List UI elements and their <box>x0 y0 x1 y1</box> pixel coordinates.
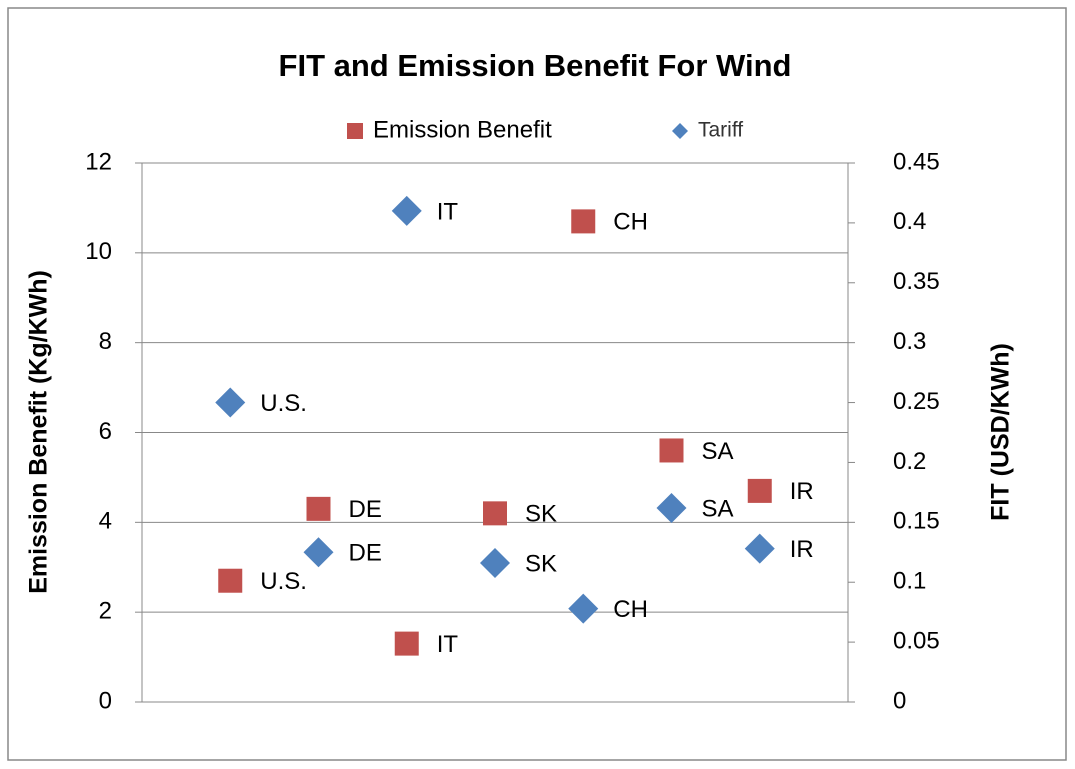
point-label: IR <box>790 478 814 505</box>
legend-marker <box>672 123 688 139</box>
point <box>215 387 246 418</box>
point-label: IR <box>790 536 814 563</box>
point <box>391 195 422 226</box>
point-label: U.S. <box>260 390 307 417</box>
point <box>303 537 334 568</box>
point-label: CH <box>613 596 648 623</box>
point-label: IT <box>437 631 459 658</box>
y2-tick-label: 0 <box>893 687 906 714</box>
point-label: SK <box>525 550 557 577</box>
point <box>483 501 507 526</box>
point <box>480 548 510 579</box>
point <box>571 209 596 234</box>
y-tick-label: 4 <box>99 508 112 535</box>
y2-tick-label: 0.45 <box>893 148 940 175</box>
point <box>656 492 687 523</box>
point-label: SK <box>525 501 557 528</box>
y2-tick-label: 0.15 <box>893 508 940 535</box>
y-tick-label: 6 <box>99 418 112 445</box>
y-tick-label: 12 <box>85 148 112 175</box>
point-label: DE <box>349 540 382 567</box>
point-label: U.S. <box>260 568 307 595</box>
point-label: DE <box>349 496 382 523</box>
y2-tick-label: 0.2 <box>893 448 926 475</box>
point <box>659 438 684 463</box>
point-label: IT <box>437 198 459 225</box>
point <box>218 568 243 593</box>
point <box>744 533 775 564</box>
y2-tick-label: 0.35 <box>893 268 940 295</box>
y-tick-label: 10 <box>85 238 112 265</box>
point-label: SA <box>702 438 734 465</box>
legend-label: Tariff <box>698 119 743 142</box>
point-label: SA <box>702 495 734 522</box>
legend-label: Emission Benefit <box>373 116 552 143</box>
y-tick-label: 8 <box>99 328 112 355</box>
y2-tick-label: 0.1 <box>893 568 926 595</box>
chart-title: FIT and Emission Benefit For Wind <box>279 48 792 83</box>
point <box>568 593 599 624</box>
chart-border <box>7 7 1067 761</box>
y2-tick-label: 0.3 <box>893 328 926 355</box>
legend-marker <box>347 123 363 139</box>
y2-tick-label: 0.05 <box>893 627 940 654</box>
point <box>394 631 419 656</box>
point <box>306 496 331 521</box>
y-tick-label: 2 <box>99 598 112 625</box>
y-axis-label: Emission Benefit (Kg/KWh) <box>25 270 53 594</box>
point <box>747 478 772 503</box>
y2-tick-label: 0.25 <box>893 388 940 415</box>
y2-tick-label: 0.4 <box>893 208 926 235</box>
y2-axis-label: FIT (USD/KWh) <box>987 343 1015 521</box>
y-tick-label: 0 <box>99 687 112 714</box>
point-label: CH <box>613 209 648 236</box>
